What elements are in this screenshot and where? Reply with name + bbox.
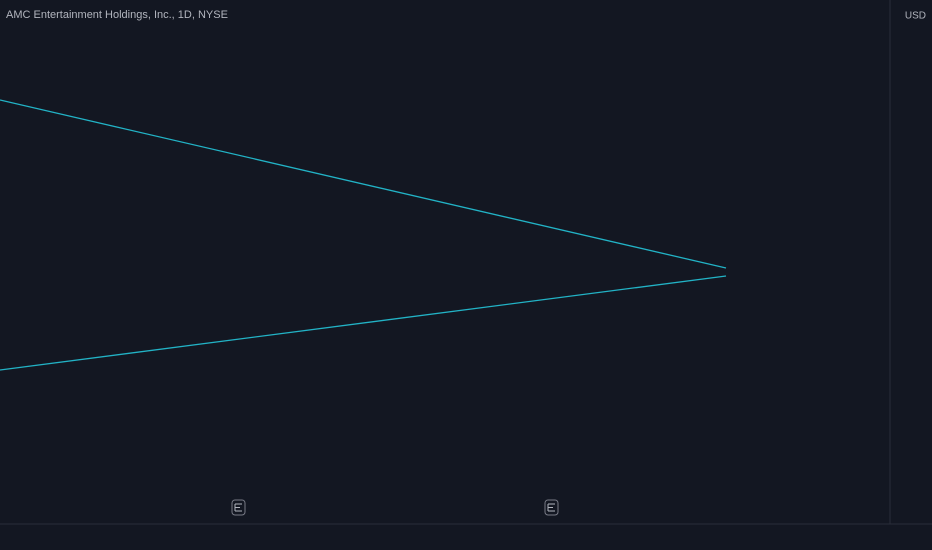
trendline xyxy=(0,99,727,269)
earnings-markers xyxy=(231,499,559,516)
trendline xyxy=(0,275,727,371)
chart-title: AMC Entertainment Holdings, Inc., 1D, NY… xyxy=(6,9,228,21)
earnings-glyph xyxy=(547,503,555,512)
currency-label: USD xyxy=(905,11,926,22)
trendlines xyxy=(0,99,727,371)
earnings-glyph xyxy=(234,503,242,512)
